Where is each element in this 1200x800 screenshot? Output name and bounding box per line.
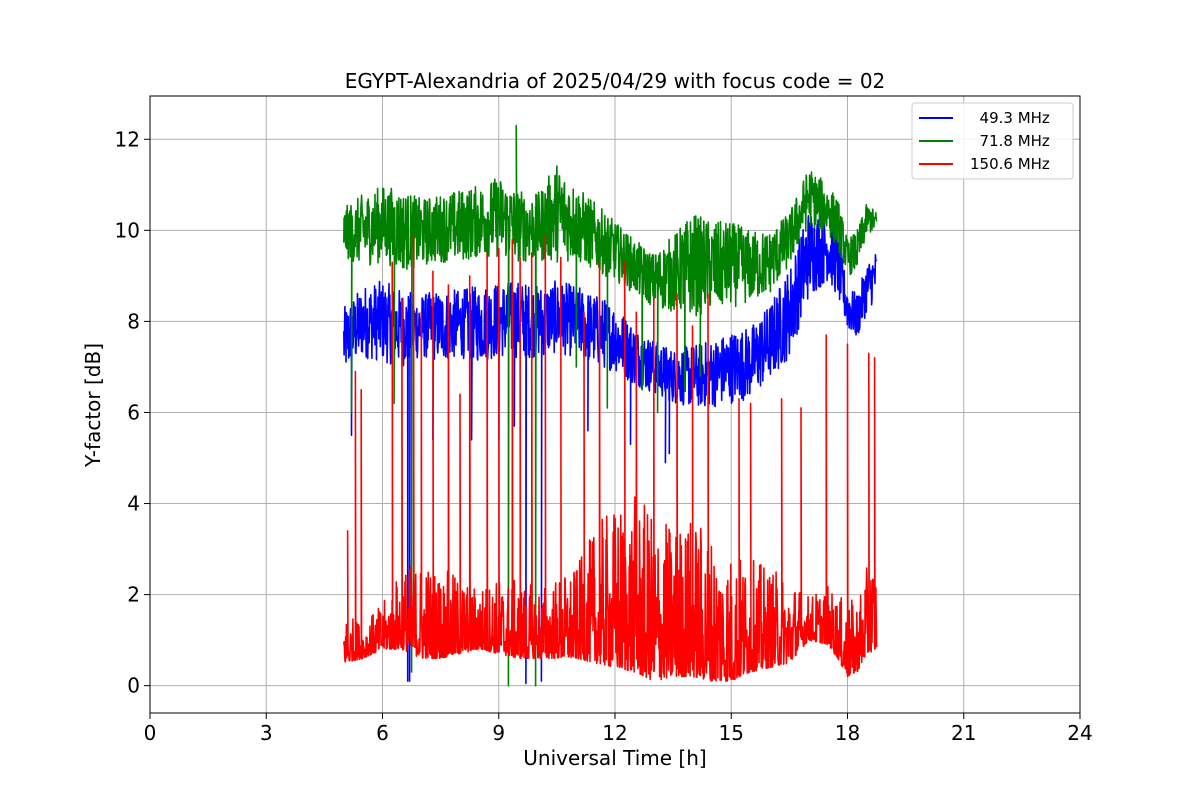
legend-label: 49.3 MHz — [970, 109, 1050, 127]
plot-area — [343, 124, 878, 687]
x-tick-label: 6 — [376, 721, 389, 745]
x-tick-label: 21 — [951, 721, 976, 745]
y-tick-label: 0 — [127, 674, 140, 698]
series-line-2 — [343, 124, 878, 687]
x-axis-label: Universal Time [h] — [523, 746, 706, 770]
legend-label: 150.6 MHz — [970, 155, 1050, 173]
x-tick-label: 15 — [719, 721, 744, 745]
y-tick-label: 8 — [127, 309, 140, 333]
x-tick-label: 9 — [492, 721, 505, 745]
x-tick-label: 18 — [835, 721, 860, 745]
chart-title: EGYPT-Alexandria of 2025/04/29 with focu… — [345, 69, 886, 93]
x-tick-label: 3 — [260, 721, 273, 745]
x-tick-label: 0 — [144, 721, 157, 745]
legend-label: 71.8 MHz — [970, 132, 1050, 150]
x-tick-label: 12 — [602, 721, 627, 745]
x-tick-label: 24 — [1067, 721, 1092, 745]
legend: 49.3 MHz 71.8 MHz 150.6 MHz — [911, 102, 1074, 180]
y-tick-label: 10 — [115, 218, 140, 242]
series-line-3 — [343, 234, 878, 682]
legend-box — [911, 102, 1074, 180]
y-tick-label: 2 — [127, 583, 140, 607]
y-tick-label: 4 — [127, 492, 140, 516]
y-axis-label: Y-factor [dB] — [81, 343, 105, 468]
y-tick-label: 12 — [115, 127, 140, 151]
y-tick-label: 6 — [127, 400, 140, 424]
